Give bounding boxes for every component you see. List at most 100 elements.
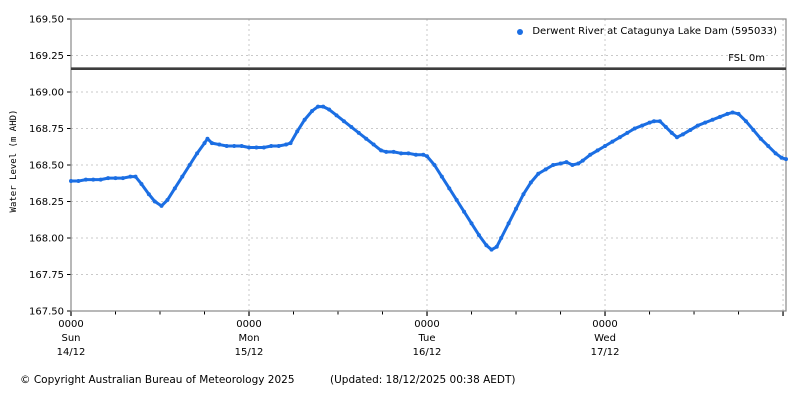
data-point-marker xyxy=(334,113,339,118)
data-point-marker xyxy=(506,221,511,226)
data-point-marker xyxy=(247,145,252,150)
data-point-marker xyxy=(528,180,533,185)
data-point-marker xyxy=(399,151,404,156)
data-point-marker xyxy=(514,206,519,211)
data-point-marker xyxy=(128,174,133,179)
data-point-marker xyxy=(743,119,748,124)
data-point-marker xyxy=(703,120,708,125)
data-point-marker xyxy=(725,111,730,116)
data-point-marker xyxy=(647,120,652,125)
data-point-marker xyxy=(146,192,151,197)
data-point-marker xyxy=(558,161,563,166)
data-point-marker xyxy=(341,119,346,124)
legend: Derwent River at Catagunya Lake Dam (595… xyxy=(517,26,777,37)
data-series-line xyxy=(69,105,788,252)
data-point-marker xyxy=(327,107,332,112)
data-point-marker xyxy=(730,110,735,115)
data-point-marker xyxy=(669,130,674,135)
fsl-label: FSL 0m xyxy=(728,53,765,64)
data-point-marker xyxy=(284,142,289,147)
data-point-marker xyxy=(232,144,237,149)
data-point-marker xyxy=(406,151,411,156)
data-point-marker xyxy=(224,144,229,149)
data-point-marker xyxy=(202,141,207,146)
data-point-marker xyxy=(657,119,662,124)
data-point-marker xyxy=(521,192,526,197)
data-point-marker xyxy=(494,244,499,249)
data-point-marker xyxy=(413,152,418,157)
copyright-text: © Copyright Australian Bureau of Meteoro… xyxy=(20,374,295,386)
data-point-marker xyxy=(139,181,144,186)
x-tick-date-label: 14/12 xyxy=(57,347,86,358)
y-tick-label: 169.25 xyxy=(29,51,64,62)
x-tick-day-label: Sun xyxy=(61,333,80,344)
data-point-marker xyxy=(710,117,715,122)
x-tick-date-label: 17/12 xyxy=(591,347,620,358)
x-tick-date-label: 15/12 xyxy=(235,347,264,358)
data-point-marker xyxy=(784,157,788,162)
data-point-marker xyxy=(254,145,259,150)
data-point-marker xyxy=(120,176,125,181)
data-point-marker xyxy=(462,209,467,214)
data-point-marker xyxy=(570,163,575,167)
data-point-marker xyxy=(454,198,459,203)
data-point-marker xyxy=(315,104,320,109)
data-point-marker xyxy=(302,117,307,122)
data-point-marker xyxy=(180,174,185,179)
y-tick-label: 167.50 xyxy=(29,307,64,318)
data-point-marker xyxy=(551,163,556,167)
data-point-marker xyxy=(349,125,354,130)
data-point-marker xyxy=(663,125,668,130)
data-point-marker xyxy=(717,114,722,119)
y-tick-label: 168.50 xyxy=(29,161,64,172)
data-point-marker xyxy=(695,123,700,128)
data-point-marker xyxy=(269,144,274,149)
data-point-marker xyxy=(580,158,585,163)
data-point-marker xyxy=(680,132,685,137)
data-point-marker xyxy=(159,203,164,208)
data-point-marker xyxy=(499,236,504,240)
data-point-marker xyxy=(187,163,192,167)
updated-timestamp: (Updated: 18/12/2025 00:38 AEDT) xyxy=(330,374,516,386)
x-tick-date-label: 16/12 xyxy=(413,347,442,358)
y-tick-label: 169.00 xyxy=(29,88,64,99)
x-tick-time-label: 0000 xyxy=(236,319,261,330)
data-point-marker xyxy=(356,130,361,135)
data-point-marker xyxy=(564,160,569,165)
legend-label: Derwent River at Catagunya Lake Dam (595… xyxy=(532,26,777,37)
data-point-marker xyxy=(484,243,489,248)
data-point-marker xyxy=(674,135,679,140)
data-point-marker xyxy=(379,148,384,153)
y-axis-title: Water Level (m AHD) xyxy=(9,109,19,213)
data-point-marker xyxy=(239,144,244,149)
data-point-marker xyxy=(688,127,693,132)
data-point-marker xyxy=(133,174,138,179)
data-point-marker xyxy=(321,104,326,109)
y-tick-label: 168.75 xyxy=(29,124,64,135)
x-tick-time-label: 0000 xyxy=(592,319,617,330)
data-point-marker xyxy=(421,152,426,157)
data-point-marker xyxy=(113,176,118,181)
x-tick-day-label: Wed xyxy=(594,333,616,344)
data-point-marker xyxy=(425,154,430,159)
data-point-marker xyxy=(371,142,376,147)
data-point-marker xyxy=(447,186,452,191)
data-point-marker xyxy=(595,148,600,153)
x-tick-day-label: Mon xyxy=(238,333,259,344)
data-point-marker xyxy=(632,126,637,131)
data-point-marker xyxy=(439,174,444,179)
y-tick-label: 167.75 xyxy=(29,270,64,281)
data-point-marker xyxy=(69,179,73,184)
data-point-marker xyxy=(83,177,88,182)
data-point-marker xyxy=(391,149,396,154)
y-tick-label: 169.50 xyxy=(29,15,64,26)
data-point-marker xyxy=(610,139,615,144)
data-point-marker xyxy=(476,233,481,238)
data-point-marker xyxy=(217,142,222,147)
data-point-marker xyxy=(106,176,111,181)
data-point-marker xyxy=(432,163,437,167)
data-point-marker xyxy=(152,199,157,204)
data-point-marker xyxy=(165,198,170,203)
data-point-marker xyxy=(205,136,210,141)
